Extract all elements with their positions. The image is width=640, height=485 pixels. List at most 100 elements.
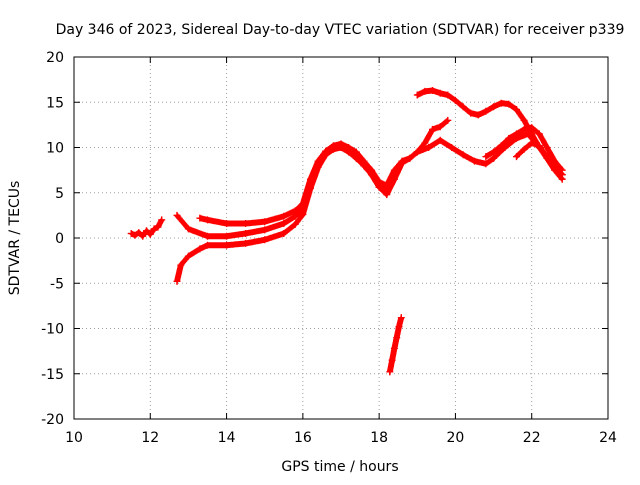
data-point <box>490 103 498 111</box>
data-point <box>482 153 490 161</box>
data-point <box>196 214 204 222</box>
data-point <box>398 159 406 167</box>
data-point <box>388 356 396 364</box>
x-tick-label: 14 <box>218 430 236 446</box>
data-point <box>535 130 543 138</box>
data-point <box>223 232 231 240</box>
data-point <box>280 212 288 220</box>
data-point <box>520 145 528 153</box>
data-point <box>543 144 551 151</box>
data-point <box>397 314 405 322</box>
data-point <box>390 344 398 352</box>
data-point <box>429 87 436 94</box>
data-point <box>337 144 345 151</box>
data-point <box>543 154 551 162</box>
y-tick-label: 15 <box>46 95 64 111</box>
series-arc-lower <box>173 144 391 285</box>
data-point <box>513 153 520 161</box>
data-point <box>505 134 513 142</box>
x-tick-label: 12 <box>141 430 159 446</box>
data-point <box>280 230 288 237</box>
data-point <box>436 123 444 131</box>
x-tick-label: 16 <box>294 430 312 446</box>
data-point <box>184 252 192 260</box>
data-point <box>413 148 421 156</box>
data-point <box>150 225 158 233</box>
data-layer <box>127 87 566 376</box>
data-point <box>322 151 330 159</box>
data-point <box>505 100 513 108</box>
data-point <box>551 166 559 174</box>
data-point <box>520 116 528 124</box>
x-tick-label: 18 <box>370 430 388 446</box>
data-point <box>204 216 211 224</box>
data-point <box>490 154 498 162</box>
data-point <box>383 187 391 195</box>
y-tick-label: 20 <box>46 50 64 66</box>
data-point <box>551 157 559 165</box>
data-point <box>291 220 299 228</box>
data-point <box>459 151 467 159</box>
data-point <box>135 229 143 237</box>
data-point <box>421 139 429 147</box>
data-point <box>558 166 566 174</box>
data-point <box>490 148 498 156</box>
data-point <box>482 107 490 115</box>
data-point <box>421 87 429 95</box>
data-point <box>184 225 192 233</box>
data-point <box>242 239 250 247</box>
chart-title: Day 346 of 2023, Sidereal Day-to-day VTE… <box>56 22 625 38</box>
data-point <box>528 124 536 132</box>
data-point <box>406 154 414 162</box>
data-point <box>242 220 250 227</box>
data-point <box>223 220 231 227</box>
data-point <box>307 184 314 192</box>
x-tick-label: 22 <box>523 430 541 446</box>
data-point <box>429 125 436 133</box>
data-point <box>497 99 505 107</box>
data-point <box>444 91 452 99</box>
data-point <box>196 245 204 253</box>
data-point <box>280 220 288 227</box>
data-point <box>558 175 566 183</box>
data-point <box>482 160 490 168</box>
data-point <box>242 230 250 237</box>
data-point <box>143 227 150 235</box>
data-point <box>425 144 433 151</box>
series-early-cluster <box>127 216 166 240</box>
data-point <box>459 103 467 111</box>
data-point <box>299 211 307 218</box>
data-point <box>131 231 139 239</box>
x-tick-label: 10 <box>65 430 83 446</box>
data-point <box>154 223 162 231</box>
data-point <box>368 171 375 179</box>
data-point <box>535 142 543 150</box>
data-point <box>360 162 368 170</box>
data-point <box>139 232 147 240</box>
data-point <box>352 154 360 162</box>
data-point <box>467 109 475 117</box>
data-point <box>261 236 269 244</box>
data-point <box>204 232 211 240</box>
y-tick-label: -10 <box>41 322 64 338</box>
data-point <box>513 130 520 138</box>
data-point <box>345 148 353 156</box>
data-point <box>261 226 269 234</box>
data-point <box>173 277 181 285</box>
x-tick-label: 24 <box>599 430 617 446</box>
data-point <box>390 175 398 183</box>
data-point <box>261 218 269 226</box>
y-axis-label: SDTVAR / TECUs <box>7 181 23 296</box>
y-tick-label: -20 <box>41 412 64 428</box>
data-point <box>444 116 452 124</box>
y-tick-label: 5 <box>55 186 64 202</box>
data-point <box>513 106 520 113</box>
x-tick-label: 20 <box>447 430 465 446</box>
y-tick-label: -5 <box>50 276 64 292</box>
data-point <box>177 261 185 269</box>
data-point <box>528 130 536 138</box>
data-point <box>436 136 444 144</box>
